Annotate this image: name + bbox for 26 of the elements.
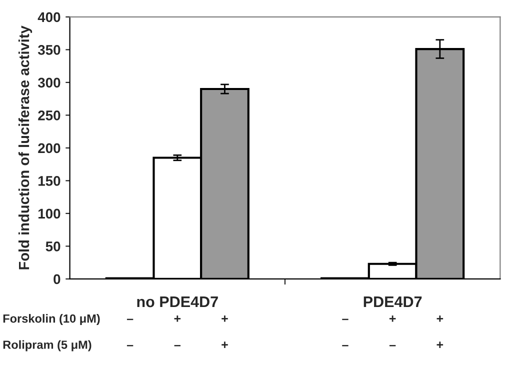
text: +	[222, 315, 228, 322]
x-tick-label: PDE4D7	[364, 296, 422, 308]
text: –	[342, 345, 348, 346]
text: –	[126, 345, 134, 346]
y-tick-label: 300	[38, 78, 60, 88]
y-tick-label: 350	[38, 45, 60, 55]
text: +	[436, 315, 444, 322]
y-tick-label: 150	[38, 176, 60, 186]
y-tick-label: 200	[38, 143, 60, 154]
text: +	[436, 342, 444, 348]
y-tick-label: 50	[46, 242, 60, 252]
y-tick-label: 400	[38, 12, 60, 22]
text: +	[222, 342, 228, 348]
text: –	[174, 345, 180, 346]
text: Rolipram (5 μM)	[3, 340, 92, 352]
y-tick-label: 0	[54, 274, 60, 284]
text: –	[389, 345, 396, 346]
y-tick-label: 250	[38, 110, 60, 120]
text: –	[126, 318, 134, 320]
y-axis-title: Fold induction of luciferase activity	[18, 26, 32, 270]
y-tick-label: 100	[38, 208, 60, 219]
text: +	[389, 315, 396, 322]
text: +	[174, 315, 181, 322]
x-tick-label: no PDE4D7	[137, 296, 218, 308]
text: Forskolin (10 μM)	[3, 314, 100, 326]
text: –	[342, 318, 348, 320]
